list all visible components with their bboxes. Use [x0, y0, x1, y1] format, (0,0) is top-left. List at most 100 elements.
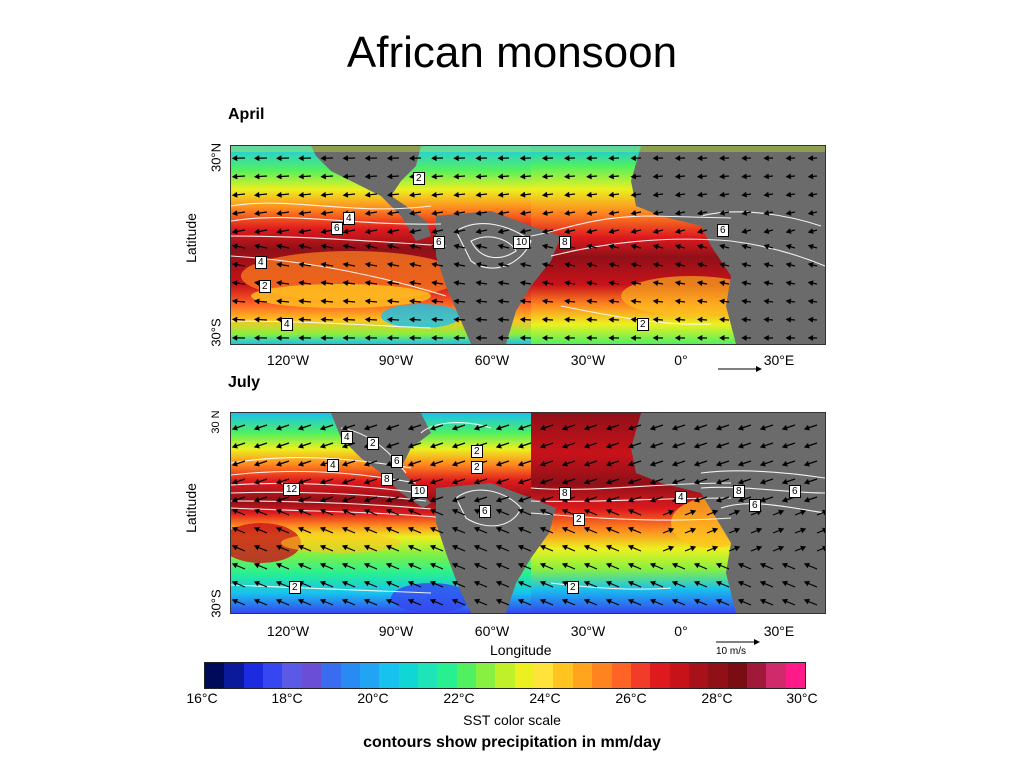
wind-vector-head: [253, 598, 260, 605]
wind-vector-head: [627, 442, 634, 449]
wind-vector-head: [298, 228, 305, 235]
wind-vector-head: [342, 228, 349, 235]
wind-vector: [816, 511, 825, 516]
wind-vector-head: [253, 526, 260, 533]
colorbar-label: SST color scale: [463, 712, 561, 728]
wind-vector-head: [649, 562, 656, 569]
wind-vector-head: [778, 509, 785, 516]
wind-vector-head: [696, 298, 703, 305]
colorbar-swatch: [321, 663, 341, 688]
wind-vector-head: [781, 598, 788, 605]
wind-vector-head: [451, 598, 458, 605]
wind-vector-head: [583, 562, 590, 569]
wind-vector-head: [564, 210, 570, 216]
wind-vector-head: [781, 496, 788, 503]
wind-vector-head: [690, 527, 697, 534]
wind-vector-head: [763, 243, 770, 250]
wind-vector-head: [696, 316, 703, 323]
wind-vector-head: [517, 562, 524, 569]
contour-label: 10: [411, 485, 429, 498]
wind-vector-head: [231, 562, 238, 569]
wind-vector-head: [385, 424, 392, 431]
contour-label: 6: [331, 222, 343, 235]
wind-vector-head: [719, 316, 725, 323]
wind-vector-head: [583, 478, 590, 485]
wind-vector-head: [539, 460, 546, 467]
wind-vector-head: [539, 598, 546, 605]
wind-vector-head: [608, 280, 615, 287]
wind-vector-head: [759, 478, 766, 485]
wind-vector-head: [763, 316, 769, 323]
map-april: 2 4 6 4 2 4 6 10 8 6 2: [230, 145, 826, 345]
wind-vector-head: [386, 191, 393, 198]
wind-vector-head: [785, 155, 792, 162]
wind-vector-head: [363, 460, 370, 467]
wind-vector-head: [649, 580, 656, 587]
colorbar-swatch: [437, 663, 457, 688]
contour-label: 4: [281, 318, 293, 331]
wind-vector-head: [320, 155, 326, 162]
contour-label: 2: [471, 445, 483, 458]
wind-vector-head: [320, 334, 326, 341]
wind-vector-head: [409, 261, 415, 268]
wind-vector-head: [431, 280, 437, 286]
wind-vector-head: [671, 478, 678, 485]
wind-vector-head: [737, 424, 744, 431]
wind-vector-head: [475, 210, 482, 216]
wind-vector-head: [763, 228, 770, 234]
colorbar-swatch: [417, 663, 438, 688]
wind-vector-head: [320, 210, 327, 216]
wind-vector-head: [781, 442, 788, 449]
wind-vector-head: [652, 316, 659, 323]
wind-vector-head: [253, 544, 260, 551]
wind-vector-head: [785, 191, 792, 198]
wind-vector-head: [822, 527, 825, 534]
wind-vector-head: [298, 155, 304, 162]
wind-vector-head: [386, 210, 393, 216]
wind-vector-head: [800, 509, 807, 516]
wind-vector-head: [495, 598, 502, 605]
wind-vector-head: [364, 191, 371, 198]
wind-vector-head: [342, 316, 349, 323]
wind-vector-head: [630, 228, 637, 235]
wind-vector-head: [763, 334, 769, 341]
wind-vector-head: [473, 424, 480, 431]
wind-vector-head: [737, 478, 744, 485]
wind-vector-head: [583, 424, 590, 431]
contour-label: 2: [289, 581, 301, 594]
wind-vector-head: [297, 508, 304, 515]
wind-vector-head: [605, 544, 612, 551]
wind-vector-head: [253, 460, 260, 467]
wind-vector-head: [734, 509, 741, 516]
wind-vector-head: [451, 478, 458, 485]
wind-vector-head: [741, 210, 748, 216]
contour-label: 4: [341, 431, 353, 444]
wind-vector-head: [320, 280, 327, 286]
wind-vector-head: [473, 580, 480, 587]
wind-vector: [816, 547, 825, 552]
wind-vector-head: [564, 191, 570, 198]
wind-vector-head: [342, 280, 349, 286]
contour-label: 2: [367, 437, 379, 450]
wind-vector-head: [715, 580, 722, 587]
wind-vector-head: [497, 191, 504, 198]
wind-vector-head: [363, 562, 370, 569]
wind-vector-head: [473, 562, 480, 569]
wind-vector-head: [649, 496, 656, 503]
wind-vector-head: [583, 598, 590, 605]
wind-vector-head: [586, 261, 593, 268]
wind-vector-head: [407, 580, 414, 587]
wind-vector-head: [429, 580, 436, 587]
wind-vector-head: [495, 562, 502, 569]
wind-vector-head: [807, 173, 814, 180]
wind-vector-head: [364, 316, 371, 323]
wind-vector-head: [586, 228, 593, 235]
wind-vector-head: [298, 334, 304, 341]
wind-vector-head: [253, 155, 260, 162]
wind-vector-head: [363, 544, 370, 551]
wind-vector-head: [253, 316, 260, 323]
wind-vector-head: [276, 155, 282, 162]
wind-vector-head: [475, 261, 482, 268]
wind-vector-head: [715, 562, 722, 569]
wind-vector-head: [785, 262, 792, 268]
